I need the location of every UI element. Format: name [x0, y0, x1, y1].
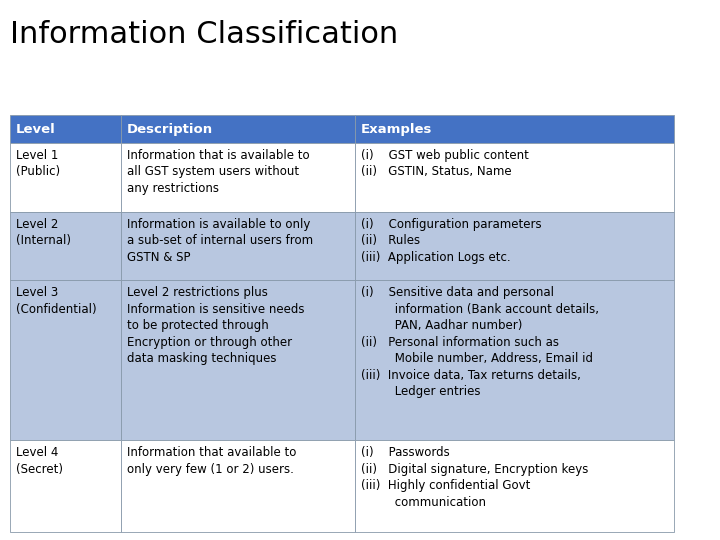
Text: Level 1
(Public): Level 1 (Public): [16, 149, 60, 179]
Text: Information that available to
only very few (1 or 2) users.: Information that available to only very …: [127, 447, 296, 476]
Bar: [121, 115, 355, 143]
Bar: [121, 212, 355, 280]
Bar: [355, 441, 674, 532]
Text: Level 4
(Secret): Level 4 (Secret): [16, 447, 63, 476]
Bar: [355, 143, 674, 212]
Bar: [121, 280, 355, 441]
Bar: [10, 115, 121, 143]
Text: Description: Description: [127, 123, 212, 136]
Bar: [355, 212, 674, 280]
Text: Information that is available to
all GST system users without
any restrictions: Information that is available to all GST…: [127, 149, 309, 195]
Text: (i)    Sensitive data and personal
         information (Bank account details,
 : (i) Sensitive data and personal informat…: [361, 286, 599, 399]
Bar: [121, 441, 355, 532]
Text: Information is available to only
a sub-set of internal users from
GSTN & SP: Information is available to only a sub-s…: [127, 218, 312, 264]
Text: Level 3
(Confidential): Level 3 (Confidential): [16, 286, 96, 316]
Bar: [121, 143, 355, 212]
Text: Examples: Examples: [361, 123, 433, 136]
Bar: [355, 280, 674, 441]
Text: (i)    Passwords
(ii)   Digital signature, Encryption keys
(iii)  Highly confide: (i) Passwords (ii) Digital signature, En…: [361, 447, 588, 509]
Text: Information Classification: Information Classification: [10, 20, 398, 49]
Text: (i)    GST web public content
(ii)   GSTIN, Status, Name: (i) GST web public content (ii) GSTIN, S…: [361, 149, 529, 179]
Bar: [10, 143, 121, 212]
Bar: [10, 280, 121, 441]
Bar: [10, 212, 121, 280]
Text: Level: Level: [16, 123, 55, 136]
Text: Level 2
(Internal): Level 2 (Internal): [16, 218, 71, 247]
Text: (i)    Configuration parameters
(ii)   Rules
(iii)  Application Logs etc.: (i) Configuration parameters (ii) Rules …: [361, 218, 541, 264]
Bar: [355, 115, 674, 143]
Bar: [10, 441, 121, 532]
Text: Level 2 restrictions plus
Information is sensitive needs
to be protected through: Level 2 restrictions plus Information is…: [127, 286, 304, 365]
